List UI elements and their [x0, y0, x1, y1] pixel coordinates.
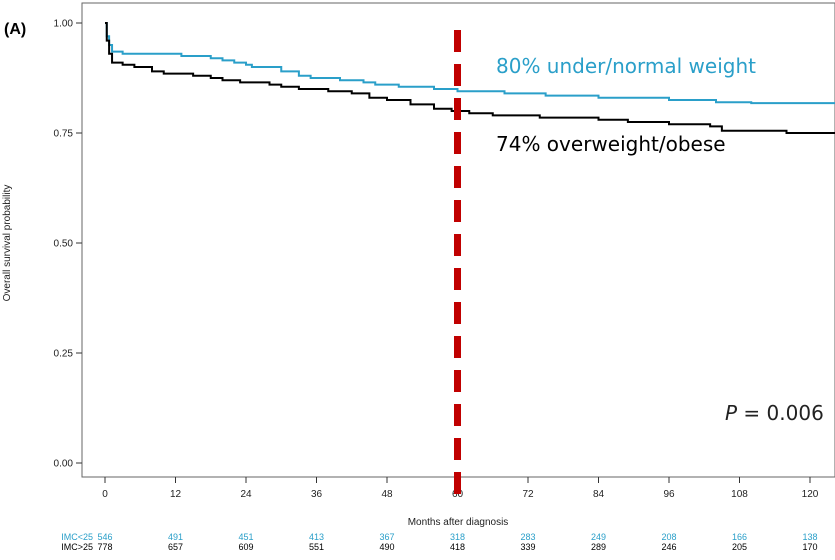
risk-table-cell: 546 — [97, 532, 112, 542]
series-layer — [105, 22, 835, 134]
risk-table-cell: 551 — [309, 542, 324, 552]
panel-label: (A) — [4, 21, 26, 38]
risk-table-cell: 367 — [379, 532, 394, 542]
y-axis-title: Overall survival probability — [2, 185, 13, 302]
y-tick-label: 0.25 — [54, 349, 74, 360]
risk-table-cell: 138 — [802, 532, 817, 542]
y-tick-label: 0.75 — [54, 129, 74, 140]
annotation-overweight-obese: 74% overweight/obese — [496, 132, 726, 156]
risk-table-cell: 205 — [732, 542, 747, 552]
survival-curve-1 — [105, 22, 835, 134]
y-axis: 0.00 0.25 0.50 0.75 1.00 — [54, 19, 82, 470]
y-tick-label: 0.50 — [54, 239, 74, 250]
risk-table-cell: 418 — [450, 542, 465, 552]
x-axis-title: Months after diagnosis — [408, 517, 509, 528]
x-tick-label: 120 — [802, 489, 819, 500]
y-tick-label: 0.00 — [54, 459, 74, 470]
x-tick-label: 24 — [240, 489, 252, 500]
risk-table-cell: 339 — [520, 542, 535, 552]
x-tick-label: 72 — [522, 489, 534, 500]
risk-table-cell: 609 — [238, 542, 253, 552]
risk-table-cell: 490 — [379, 542, 394, 552]
risk-table-cell: 318 — [450, 532, 465, 542]
p-value-text: = 0.006 — [737, 401, 824, 425]
risk-table-row-label: IMC<25 — [61, 532, 93, 542]
risk-table-cell: 289 — [591, 542, 606, 552]
x-tick-label: 12 — [170, 489, 182, 500]
risk-table-cell: 451 — [238, 532, 253, 542]
risk-table-cell: 166 — [732, 532, 747, 542]
x-axis: 0 12 24 36 48 60 72 84 96 108 120 — [102, 477, 819, 500]
x-tick-label: 36 — [311, 489, 323, 500]
x-tick-label: 108 — [731, 489, 748, 500]
survival-curve-0 — [105, 22, 835, 105]
p-value-symbol: P — [725, 401, 738, 425]
risk-table-cell: 778 — [97, 542, 112, 552]
risk-table-cell: 208 — [661, 532, 676, 542]
risk-table-cell: 491 — [168, 532, 183, 542]
risk-table: IMC<25 546 491 451 413 367 318 283 249 208 166 138 I… — [61, 532, 817, 552]
x-tick-label: 84 — [593, 489, 605, 500]
risk-table-cell: 413 — [309, 532, 324, 542]
p-value-annotation: P = 0.006 — [725, 401, 824, 425]
risk-table-cell: 249 — [591, 532, 606, 542]
risk-table-row-label: IMC>25 — [61, 542, 93, 552]
risk-table-cell: 657 — [168, 542, 183, 552]
annotation-under-normal-weight: 80% under/normal weight — [496, 54, 756, 78]
x-tick-label: 60 — [452, 489, 464, 500]
x-tick-label: 48 — [381, 489, 393, 500]
y-tick-label: 1.00 — [54, 19, 74, 30]
risk-table-cell: 283 — [520, 532, 535, 542]
risk-table-cell: 246 — [661, 542, 676, 552]
risk-table-cell: 170 — [802, 542, 817, 552]
x-tick-label: 0 — [102, 489, 108, 500]
x-tick-label: 96 — [663, 489, 675, 500]
